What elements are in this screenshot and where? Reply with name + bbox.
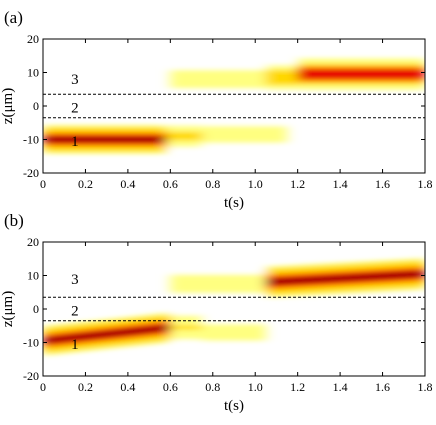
heat-blob-2-band-5 bbox=[202, 330, 266, 335]
heat-blob-3-band-5 bbox=[170, 76, 266, 82]
y-tick-label: 0 bbox=[33, 302, 39, 316]
x-tick-label: 1.0 bbox=[248, 177, 263, 191]
heat-blob-0-band-5 bbox=[43, 324, 171, 344]
x-tick-label: 0.2 bbox=[78, 380, 93, 394]
region-label-2: 2 bbox=[71, 304, 79, 320]
boundary-lines bbox=[43, 296, 425, 322]
heat-blob-3-band-5 bbox=[170, 281, 266, 287]
heat-blob-1-band-5 bbox=[166, 133, 203, 139]
x-tick-label: 1.6 bbox=[375, 380, 390, 394]
y-tick-label: -20 bbox=[23, 166, 39, 180]
x-tick-label: 0.8 bbox=[205, 177, 220, 191]
y-axis-ticks: -20 -10 0 10 20 bbox=[23, 32, 425, 180]
x-tick-label: 1.8 bbox=[418, 380, 433, 394]
region-label-1: 1 bbox=[71, 337, 79, 353]
x-tick-label: 0.8 bbox=[205, 380, 220, 394]
x-tick-label: 1.2 bbox=[290, 177, 305, 191]
x-tick-label: 1.2 bbox=[290, 380, 305, 394]
x-tick-label: 0.2 bbox=[78, 177, 93, 191]
x-tick-label: 1.8 bbox=[418, 177, 433, 191]
y-tick-label: 10 bbox=[27, 269, 39, 283]
y-tick-label: -20 bbox=[23, 369, 39, 383]
panel-label: (a) bbox=[4, 8, 23, 27]
y-axis-label: z(μm) bbox=[0, 291, 16, 327]
x-axis-label: t(s) bbox=[224, 398, 244, 414]
y-tick-label: 10 bbox=[27, 66, 39, 80]
y-tick-label: 0 bbox=[33, 99, 39, 113]
region-label-3: 3 bbox=[71, 72, 79, 88]
panel-b: (b) 3 2 1 0 0.2 0.4 0.6 0.8 1.0 1.2 1.4 1.6 1.8 -20… bbox=[0, 211, 433, 414]
y-tick-label: -10 bbox=[23, 336, 39, 350]
x-tick-label: 0 bbox=[40, 380, 46, 394]
heat-blob-1-band-5 bbox=[170, 324, 203, 330]
x-tick-label: 1.0 bbox=[248, 380, 263, 394]
y-axis-ticks: -20 -10 0 10 20 bbox=[23, 235, 425, 383]
x-axis-ticks: 0 0.2 0.4 0.6 0.8 1.0 1.2 1.4 1.6 1.8 bbox=[40, 39, 433, 191]
region-label-3: 3 bbox=[71, 272, 79, 288]
region-label-1: 1 bbox=[71, 134, 79, 150]
x-tick-label: 0.6 bbox=[163, 380, 178, 394]
heat-blob-4-band-5 bbox=[265, 74, 298, 81]
region-label-2: 2 bbox=[71, 101, 79, 117]
panel-a: (a) 3 2 1 0 0.2 0.4 0.6 0.8 1.0 1.2 1.4 1.6 1.8 -20… bbox=[0, 8, 433, 211]
x-tick-label: 0 bbox=[40, 177, 46, 191]
panel-label: (b) bbox=[4, 211, 24, 230]
x-tick-label: 1.6 bbox=[375, 177, 390, 191]
y-tick-label: -10 bbox=[23, 133, 39, 147]
x-axis-label: t(s) bbox=[224, 195, 244, 211]
x-tick-label: 0.6 bbox=[163, 177, 178, 191]
heat-blob-4-band-5 bbox=[265, 271, 425, 285]
x-axis-ticks: 0 0.2 0.4 0.6 0.8 1.0 1.2 1.4 1.6 1.8 bbox=[40, 242, 433, 394]
heat-blob-5-band-5 bbox=[297, 71, 425, 77]
heatmap-layer bbox=[43, 257, 425, 357]
y-axis-label: z(μm) bbox=[0, 88, 16, 124]
heat-blob-0-band-5 bbox=[43, 137, 167, 142]
boundary-lines bbox=[43, 93, 425, 119]
x-tick-label: 1.4 bbox=[333, 380, 348, 394]
heatmap-layer bbox=[43, 58, 425, 155]
x-tick-label: 0.4 bbox=[120, 177, 135, 191]
region-labels: 3 2 1 bbox=[71, 72, 79, 150]
y-tick-label: 20 bbox=[27, 32, 39, 46]
heat-blob-2-band-5 bbox=[202, 132, 288, 137]
y-tick-label: 20 bbox=[27, 235, 39, 249]
x-tick-label: 1.4 bbox=[333, 177, 348, 191]
region-labels: 3 2 1 bbox=[71, 272, 79, 353]
x-tick-label: 0.4 bbox=[120, 380, 135, 394]
